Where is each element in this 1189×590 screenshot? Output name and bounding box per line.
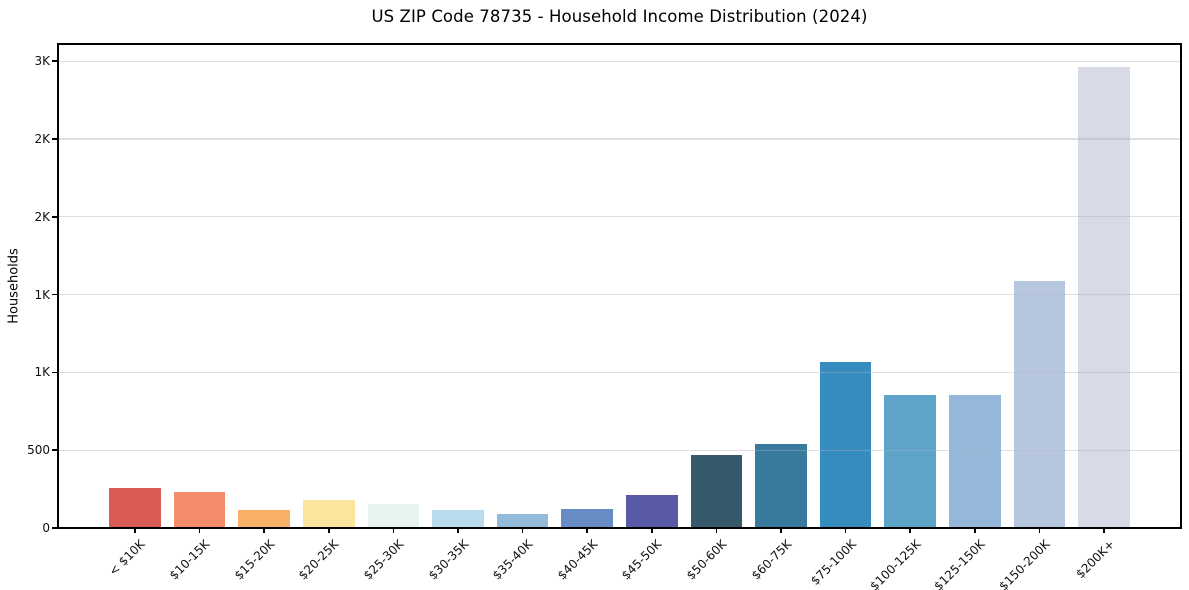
x-tick-mark [457, 528, 459, 533]
x-tick-mark [1103, 528, 1105, 533]
y-tick-label: 1K [34, 287, 50, 302]
gridline [58, 216, 1181, 218]
x-tick-mark [1038, 528, 1041, 533]
y-tick-label: 500 [27, 443, 50, 458]
x-tick-mark [134, 528, 136, 533]
x-tick-label: $75-100K [807, 537, 859, 588]
x-tick-label: $35-40K [489, 537, 536, 583]
y-tick-label: 3K [34, 54, 50, 69]
bar-75-100k [819, 361, 872, 528]
x-tick-label: $40-45K [554, 537, 601, 583]
y-tick-mark [52, 449, 57, 451]
bar-60-75k [755, 443, 807, 528]
y-tick-label: 2K [34, 209, 50, 224]
gridline [58, 371, 1181, 373]
y-tick-label: 1K [34, 365, 50, 380]
y-tick-mark [52, 60, 57, 62]
bar-200k [1078, 67, 1130, 528]
y-tick-mark [52, 138, 57, 140]
y-tick-label: 2K [34, 131, 50, 146]
bar-20-25k [302, 500, 355, 528]
y-tick-label: 0 [42, 521, 50, 535]
bar-50-60k [690, 455, 743, 528]
plot-area [57, 43, 1182, 529]
x-tick-mark [521, 528, 524, 533]
x-tick-label: $45-50K [619, 537, 665, 583]
x-tick-mark [715, 528, 718, 533]
x-tick-label: $50-60K [683, 537, 730, 583]
x-tick-mark [586, 528, 588, 533]
gridline [58, 60, 1181, 62]
bar-30-35k [432, 510, 484, 528]
y-tick-mark [52, 293, 57, 296]
x-tick-label: $125-150K [931, 537, 988, 590]
y-tick-mark [52, 371, 57, 374]
x-tick-label: $100-125K [866, 537, 924, 590]
y-tick-mark [52, 215, 57, 218]
x-tick-mark [844, 528, 847, 533]
bar-45-50k [625, 495, 678, 528]
gridline [58, 293, 1181, 296]
bar-100-125k [884, 394, 937, 528]
x-tick-mark [909, 528, 912, 533]
x-tick-label: < $10K [106, 537, 148, 579]
y-tick-mark [52, 527, 57, 529]
chart-title: US ZIP Code 78735 - Household Income Dis… [371, 7, 868, 26]
bar-10k [109, 488, 161, 528]
x-tick-mark [327, 528, 330, 533]
x-tick-mark [651, 528, 653, 533]
x-tick-label: $15-20K [231, 537, 278, 583]
x-tick-label: $20-25K [296, 537, 342, 583]
x-tick-mark [263, 528, 265, 533]
x-tick-label: $25-30K [360, 537, 407, 583]
bar-40-45k [561, 508, 614, 528]
x-tick-mark [974, 528, 976, 533]
x-tick-mark [392, 528, 395, 533]
gridline [58, 138, 1181, 140]
gridline [58, 449, 1181, 451]
bar-35-40k [496, 514, 549, 528]
bar-15-20k [238, 510, 290, 528]
x-tick-mark [198, 528, 201, 533]
x-tick-label: $60-75K [748, 537, 794, 583]
bar-125-150k [949, 394, 1001, 528]
x-tick-label: $30-35K [425, 537, 471, 583]
x-tick-mark [780, 528, 782, 533]
bar-25-30k [367, 503, 420, 528]
x-tick-label: $10-15K [166, 537, 213, 583]
bar-10-15k [173, 491, 226, 528]
bar-150-200k [1013, 280, 1066, 528]
y-axis-label: Households [6, 248, 22, 324]
x-tick-label: $200K+ [1072, 537, 1117, 582]
x-tick-label: $150-200K [996, 537, 1053, 590]
